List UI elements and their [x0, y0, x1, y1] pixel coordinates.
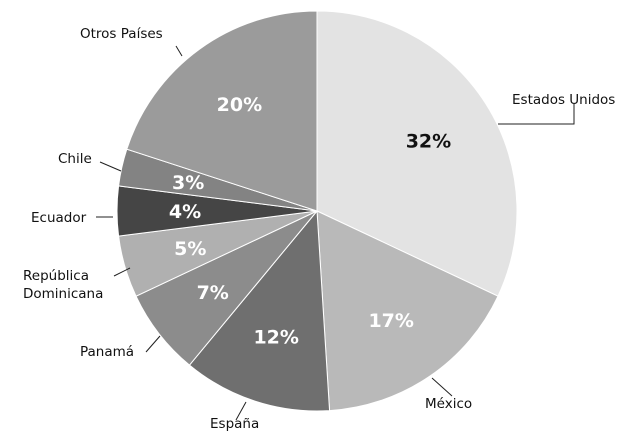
leader-line-espana	[235, 401, 247, 421]
leader-lines	[96, 45, 575, 421]
pie-slice-estados-unidos	[316, 10, 518, 297]
leader-line-otros-paises	[175, 45, 183, 57]
pct-label-estados-unidos: 32%	[406, 130, 451, 152]
pie-slice-espana	[188, 209, 331, 412]
pct-label-panama: 7%	[197, 282, 229, 304]
leader-line-estados-unidos	[498, 104, 575, 125]
category-label-espana: España	[210, 416, 259, 432]
percentage-labels: 32% 17% 12% 7% 5% 4% 3% 20%	[169, 94, 451, 348]
category-label-chile: Chile	[58, 151, 92, 167]
pie-slices	[116, 10, 518, 412]
leader-line-panama	[145, 335, 161, 353]
leader-line-chile	[99, 161, 122, 172]
category-labels: Estados Unidos México España Panamá Repúblic…	[23, 26, 615, 432]
category-label-estados-unidos: Estados Unidos	[512, 92, 615, 108]
category-label-mexico: México	[425, 396, 472, 412]
category-label-ecuador: Ecuador	[31, 210, 87, 226]
pct-label-republica-dominicana: 5%	[174, 238, 206, 260]
category-label-republica-dominicana-line-1: República	[23, 268, 89, 284]
pct-label-espana: 12%	[253, 327, 298, 349]
category-label-republica-dominicana-line-2: Dominicana	[23, 286, 103, 302]
leader-line-republica-dominicana	[113, 267, 131, 277]
pie-slice-mexico	[316, 210, 499, 412]
pie-slice-otros-paises	[126, 10, 318, 212]
category-label-panama: Panamá	[80, 344, 134, 360]
pct-label-otros-paises: 20%	[217, 94, 262, 116]
pct-label-chile: 3%	[172, 172, 204, 194]
category-label-otros-paises: Otros Países	[80, 26, 163, 42]
pct-label-ecuador: 4%	[169, 201, 201, 223]
pct-label-mexico: 17%	[368, 310, 413, 332]
leader-line-mexico	[431, 377, 453, 397]
